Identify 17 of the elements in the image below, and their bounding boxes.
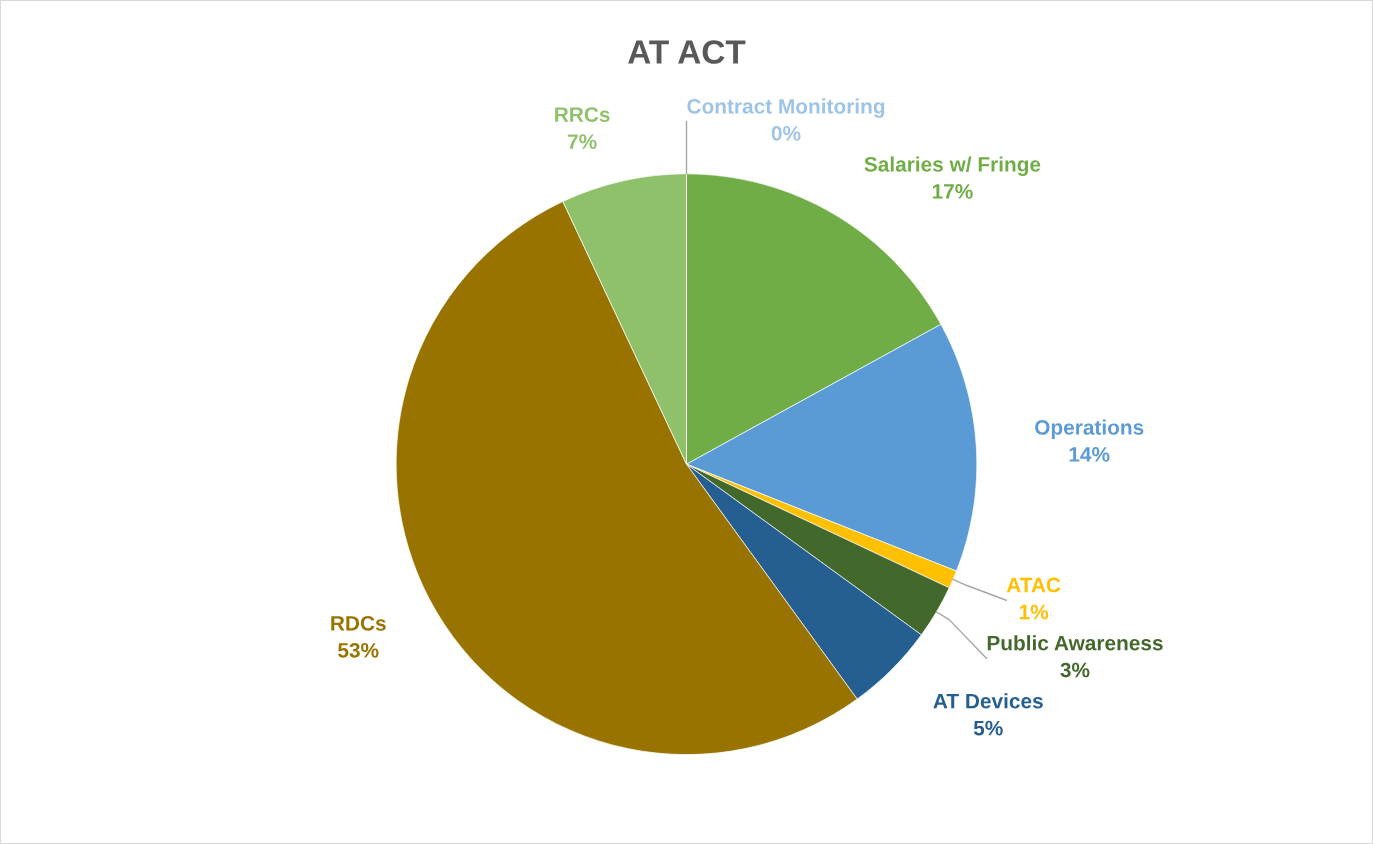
text: 0% bbox=[771, 125, 801, 141]
data-label: 5% bbox=[973, 720, 1003, 736]
data-label: 1% bbox=[1019, 604, 1049, 620]
category-label: Contract Monitoring bbox=[687, 98, 885, 118]
data-label: 17% bbox=[932, 184, 973, 199]
slice-label: Public Awareness bbox=[987, 635, 1163, 651]
slice-label: RDCs bbox=[331, 615, 386, 631]
slice-label: Salaries w/ Fringe bbox=[864, 156, 1041, 176]
slice-label: RRCs bbox=[555, 107, 610, 122]
chart-title: AT ACT bbox=[628, 40, 746, 64]
data-label: 3% bbox=[1060, 662, 1090, 678]
slice-label: ATAC bbox=[1006, 577, 1061, 593]
data-label: 14% bbox=[1069, 447, 1110, 462]
slice-label: Operations bbox=[1035, 419, 1144, 439]
data-label: 7% bbox=[567, 134, 597, 149]
data-label: 53% bbox=[338, 642, 379, 658]
slice-label: AT Devices bbox=[933, 693, 1043, 709]
